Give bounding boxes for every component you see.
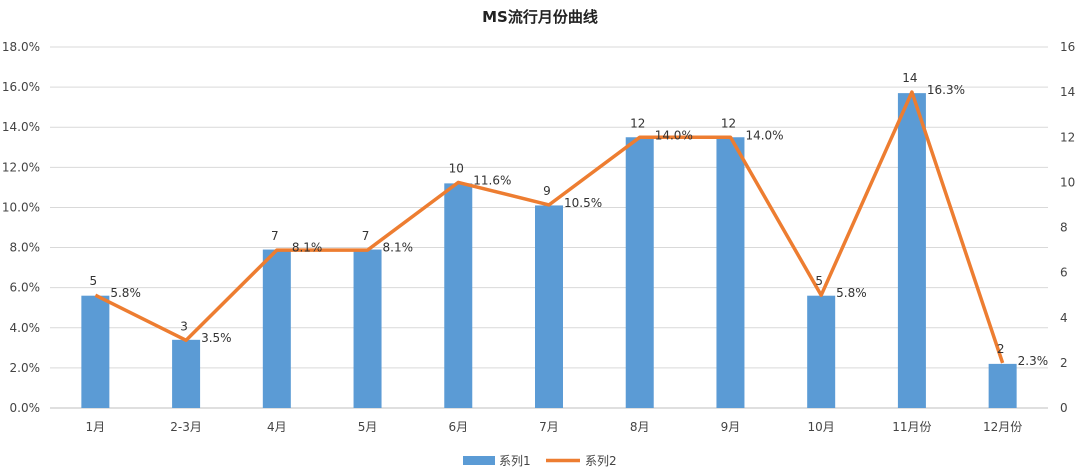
bar [353, 249, 382, 408]
bar [81, 295, 110, 408]
left-tick-label: 10.0% [2, 200, 40, 214]
left-tick-label: 6.0% [10, 281, 41, 295]
bar [262, 249, 291, 408]
line-data-label: 7 [271, 229, 279, 243]
left-tick-label: 12.0% [2, 160, 40, 174]
bar-data-label: 10.5% [564, 196, 602, 210]
legend: 系列1 系列2 [463, 454, 617, 468]
right-tick-label: 4 [1060, 311, 1068, 325]
right-tick-label: 8 [1060, 221, 1068, 235]
legend-swatch-bar [463, 456, 495, 465]
bar [807, 295, 836, 408]
data-labels: 5 3 7 7 10 9 12 12 5 14 2 5.8% 3.5% 8.1% 8.1% 11.6% 10.5… [90, 71, 1049, 368]
right-tick-label: 14 [1060, 85, 1075, 99]
chart-title: MS流行月份曲线 [482, 8, 598, 26]
left-tick-label: 18.0% [2, 40, 40, 54]
category-label: 11月份 [892, 420, 931, 434]
bar [444, 183, 473, 408]
bar [172, 339, 201, 408]
series-line [94, 90, 1005, 364]
line-data-label: 5 [90, 274, 98, 288]
bar-data-label: 16.3% [927, 83, 965, 97]
right-tick-label: 0 [1060, 401, 1068, 415]
bar-series [81, 93, 1017, 408]
category-label: 1月 [86, 420, 106, 434]
right-tick-label: 6 [1060, 266, 1068, 280]
left-tick-label: 14.0% [2, 120, 40, 134]
right-tick-label: 2 [1060, 356, 1068, 370]
bar-data-label: 14.0% [745, 128, 783, 142]
category-label: 5月 [358, 420, 378, 434]
line-data-label: 12 [721, 116, 736, 130]
right-tick-label: 10 [1060, 175, 1075, 189]
bar [988, 363, 1017, 408]
left-tick-label: 2.0% [10, 361, 41, 375]
bar-data-label: 5.8% [110, 286, 141, 300]
category-label: 9月 [721, 420, 741, 434]
bar [716, 137, 745, 408]
line-data-label: 3 [180, 319, 188, 333]
bar-data-label: 8.1% [383, 241, 414, 255]
line-data-label: 9 [543, 184, 551, 198]
category-axis-ticks: 1月 2-3月 4月 5月 6月 7月 8月 9月 10月 11月份 12月份 [86, 420, 1023, 434]
line-data-label: 7 [362, 229, 370, 243]
category-label: 6月 [448, 420, 468, 434]
line-data-label: 14 [902, 71, 917, 85]
category-label: 7月 [539, 420, 559, 434]
category-label: 4月 [267, 420, 287, 434]
bar-data-label: 5.8% [836, 286, 867, 300]
bar-data-label: 2.3% [1018, 354, 1049, 368]
line-data-label: 10 [449, 161, 464, 175]
right-axis-ticks: 0 2 4 6 8 10 12 14 16 [1060, 40, 1075, 415]
legend-label: 系列2 [585, 454, 617, 468]
line-data-label: 5 [815, 274, 823, 288]
category-label: 12月份 [983, 420, 1022, 434]
bar [897, 93, 926, 408]
line-data-label: 12 [630, 116, 645, 130]
category-label: 2-3月 [170, 420, 202, 434]
left-axis-ticks: 0.0% 2.0% 4.0% 6.0% 8.0% 10.0% 12.0% 14.0% 16.0%… [2, 40, 40, 415]
bar-data-label: 3.5% [201, 331, 232, 345]
bar-data-label: 8.1% [292, 241, 323, 255]
left-tick-label: 0.0% [10, 401, 41, 415]
category-label: 10月 [808, 420, 835, 434]
left-tick-label: 4.0% [10, 321, 41, 335]
category-label: 8月 [630, 420, 650, 434]
right-tick-label: 12 [1060, 130, 1075, 144]
bar [625, 137, 654, 408]
bar-data-label: 14.0% [655, 128, 693, 142]
left-tick-label: 8.0% [10, 241, 41, 255]
line-series [94, 90, 1005, 364]
legend-label: 系列1 [499, 454, 531, 468]
bar [535, 205, 563, 408]
right-tick-label: 16 [1060, 40, 1075, 54]
left-tick-label: 16.0% [2, 80, 40, 94]
line-data-label: 2 [997, 342, 1005, 356]
bar-data-label: 11.6% [473, 173, 511, 187]
